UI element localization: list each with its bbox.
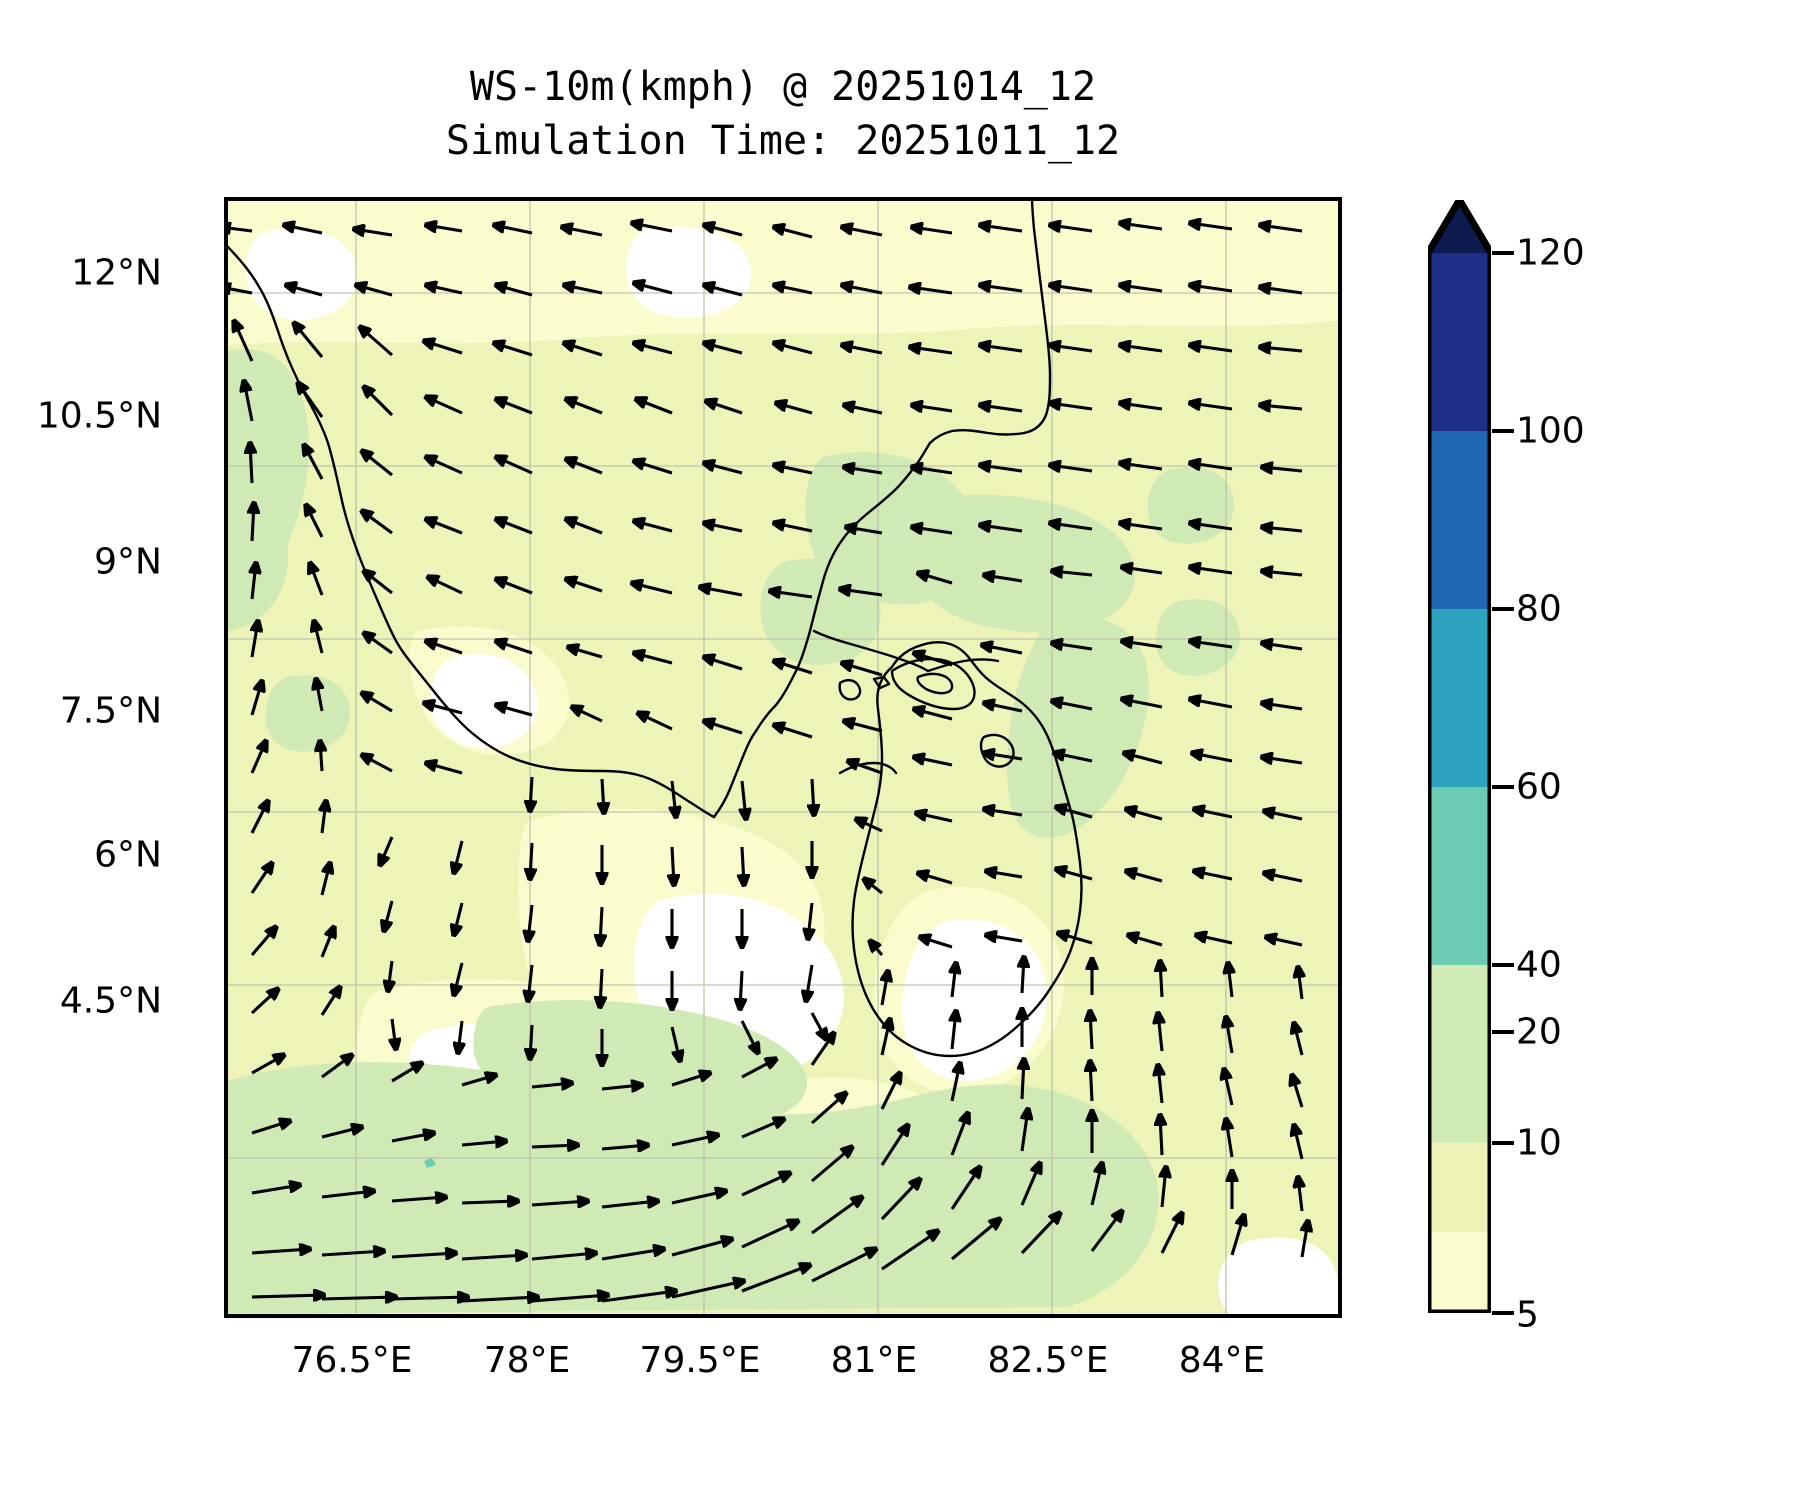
x-tick-label: 79.5°E (639, 1340, 761, 1381)
coastline-layer (228, 201, 1083, 1058)
map-plot-area[interactable] (224, 197, 1342, 1318)
map-gridlines (228, 201, 1338, 1314)
wind-vector-layer (228, 223, 1308, 1301)
y-tick-label: 10.5°N (36, 395, 162, 437)
colorbar-tick (1492, 963, 1514, 967)
colorbar-tick-label: 60 (1516, 766, 1562, 808)
colorbar-tick-label: 100 (1516, 410, 1585, 452)
y-tick-label: 9°N (94, 541, 162, 583)
colorbar-tick (1492, 429, 1514, 433)
colorbar-tick-label: 5 (1516, 1294, 1539, 1336)
map-contour-layer (228, 201, 1338, 1314)
colorbar-tick (1492, 1030, 1514, 1034)
x-tick-label: 84°E (1178, 1340, 1266, 1381)
y-tick-label: 7.5°N (59, 690, 162, 732)
y-tick-label: 4.5°N (59, 980, 162, 1022)
x-tick-label: 81°E (830, 1340, 918, 1381)
colorbar-tick-label: 120 (1516, 232, 1585, 274)
colorbar-tick-label: 80 (1516, 588, 1562, 630)
title-line-1: WS-10m(kmph) @ 20251014_12 (469, 64, 1097, 110)
x-tick-label: 76.5°E (291, 1340, 413, 1381)
colorbar-tick (1492, 785, 1514, 789)
colorbar-tick-label: 40 (1516, 944, 1562, 986)
y-tick-label: 12°N (71, 252, 162, 294)
colorbar-tick-label: 20 (1516, 1011, 1562, 1053)
colorbar-tick (1492, 251, 1514, 255)
colorbar-tick (1492, 1311, 1514, 1315)
colorbar-tick-label: 10 (1516, 1122, 1562, 1164)
colorbar-tick (1492, 607, 1514, 611)
y-tick-label: 6°N (94, 834, 162, 876)
x-tick-label: 82.5°E (987, 1340, 1109, 1381)
title-line-2: Simulation Time: 20251011_12 (445, 118, 1121, 164)
colorbar[interactable] (1428, 200, 1491, 1313)
x-tick-label: 78°E (483, 1340, 571, 1381)
chart-title: WS-10m(kmph) @ 20251014_12 Simulation Ti… (224, 60, 1342, 168)
colorbar-tick (1492, 1141, 1514, 1145)
